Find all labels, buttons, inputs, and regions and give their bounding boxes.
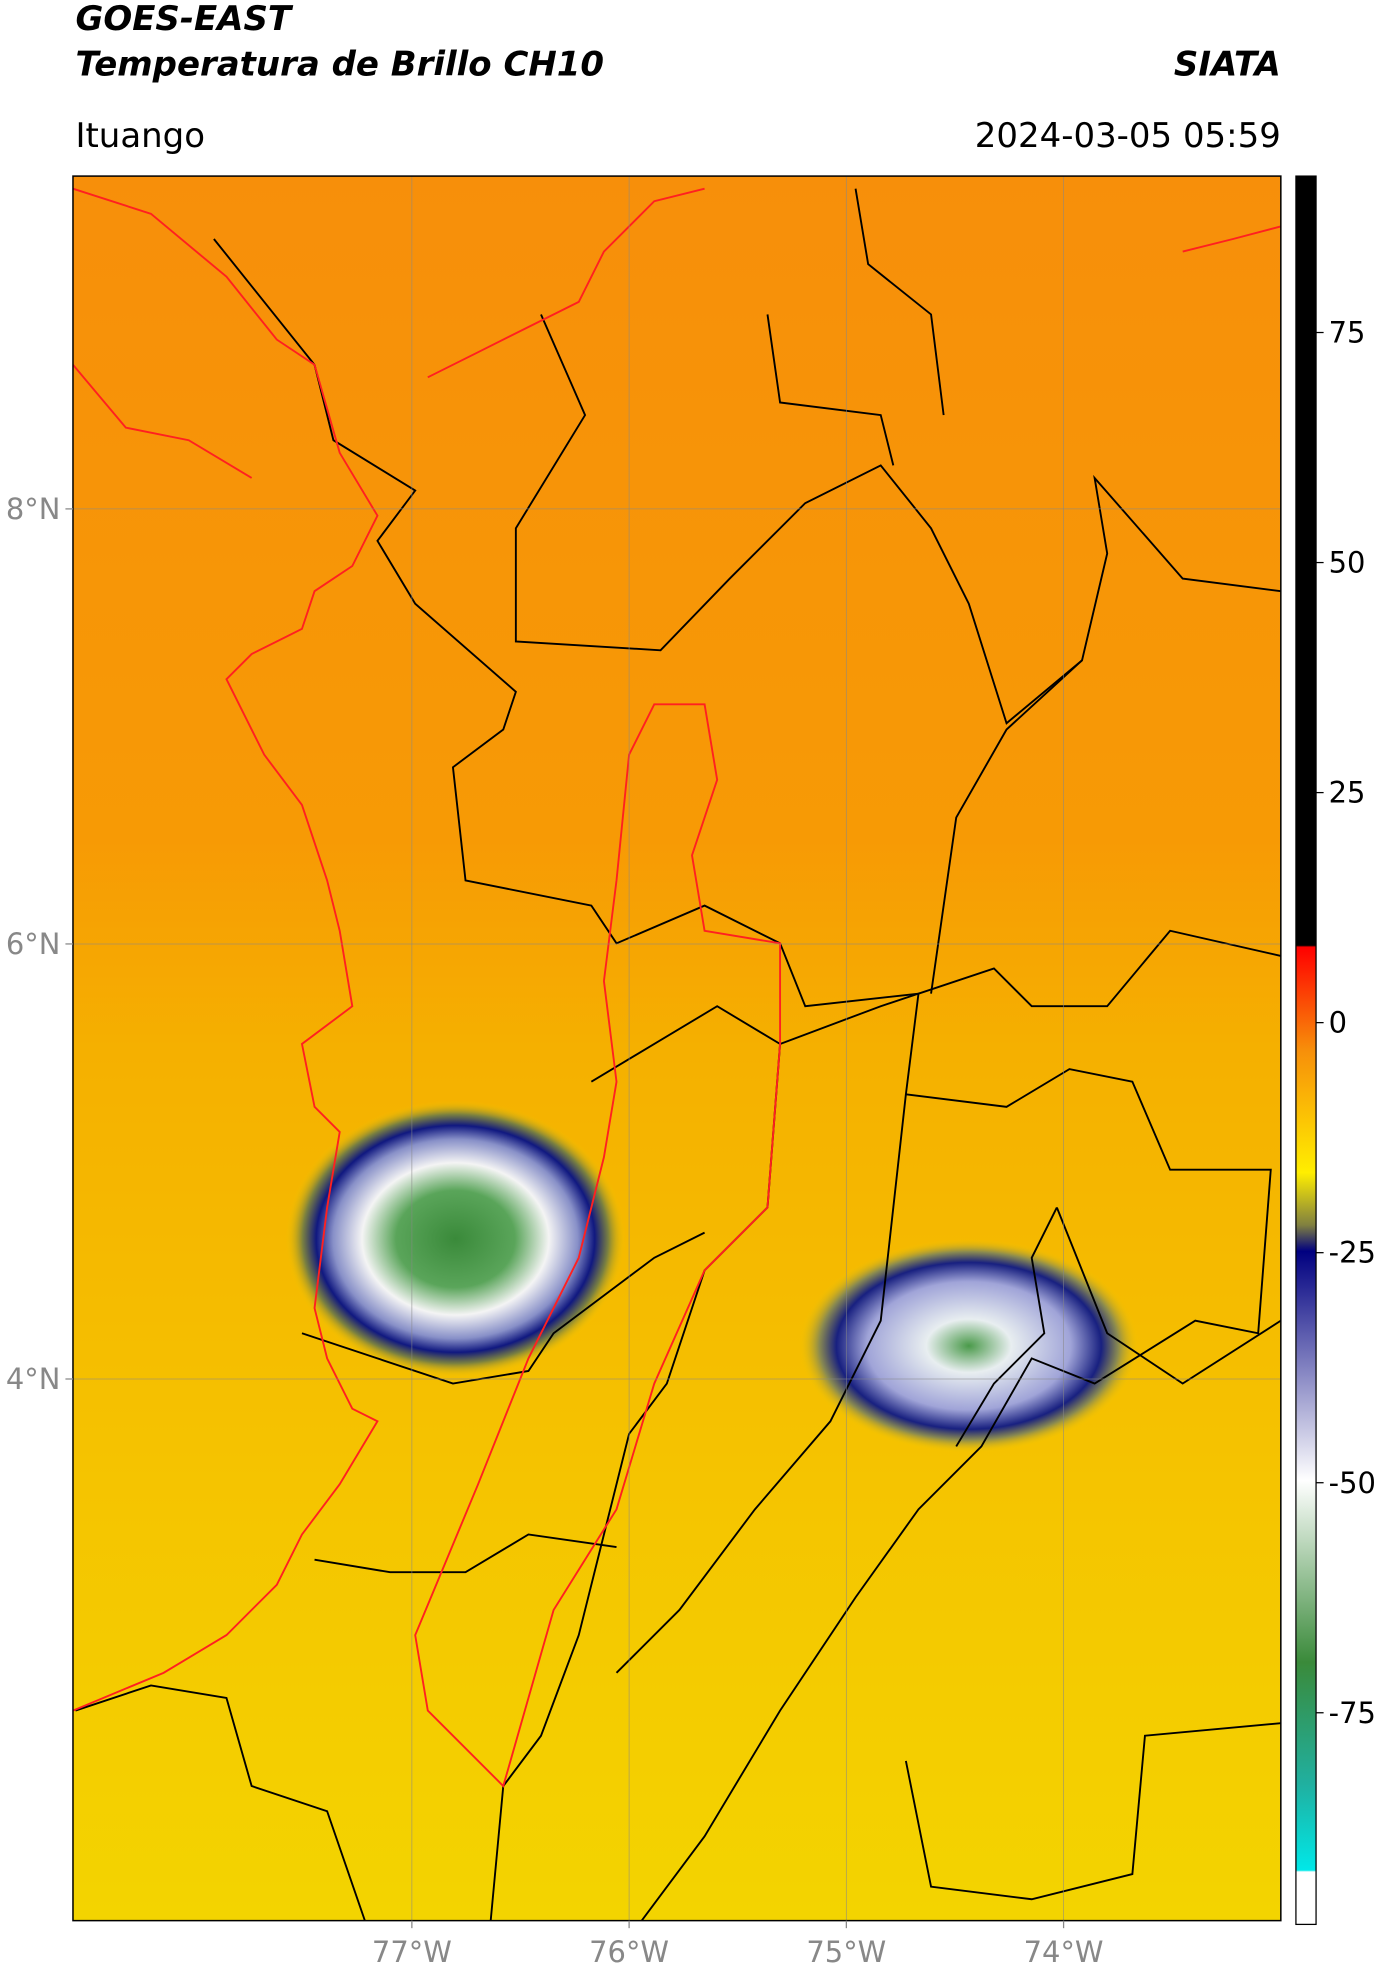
y-tick-label: 8°N <box>6 492 61 526</box>
map <box>72 176 1281 1921</box>
storm-cloud <box>285 1100 626 1378</box>
source: SIATA <box>1174 44 1281 84</box>
subtitle: Temperatura de Brillo CH10 <box>75 44 604 84</box>
storm-cloud <box>798 1238 1139 1453</box>
coastline <box>72 187 1281 1788</box>
colorbar-tick-label: 50 <box>1329 546 1366 580</box>
colorbar-tick-label: -50 <box>1329 1466 1376 1500</box>
borders <box>75 188 1281 1921</box>
colorbar-tick-label: 25 <box>1329 776 1366 810</box>
grid <box>72 176 1281 1921</box>
datetime: 2024-03-05 05:59 <box>975 116 1281 156</box>
x-tick-label: 76°W <box>589 1935 669 1969</box>
colorbar <box>1295 175 1317 1926</box>
x-tick-label: 74°W <box>1024 1935 1104 1969</box>
colorbar-tick-label: 75 <box>1329 316 1366 350</box>
colorbar-tick-label: 0 <box>1329 1006 1347 1040</box>
y-tick-label: 4°N <box>6 1362 61 1396</box>
map-frame <box>72 175 1282 1922</box>
colorbar-tick-label: -75 <box>1329 1696 1376 1730</box>
map-background <box>72 176 1281 1921</box>
x-tick-label: 75°W <box>806 1935 886 1969</box>
location: Ituango <box>75 116 205 156</box>
x-tick-label: 77°W <box>372 1935 452 1969</box>
y-tick-label: 6°N <box>6 927 61 961</box>
colorbar-tick-label: -25 <box>1329 1236 1376 1270</box>
title: GOES-EAST <box>75 0 293 39</box>
